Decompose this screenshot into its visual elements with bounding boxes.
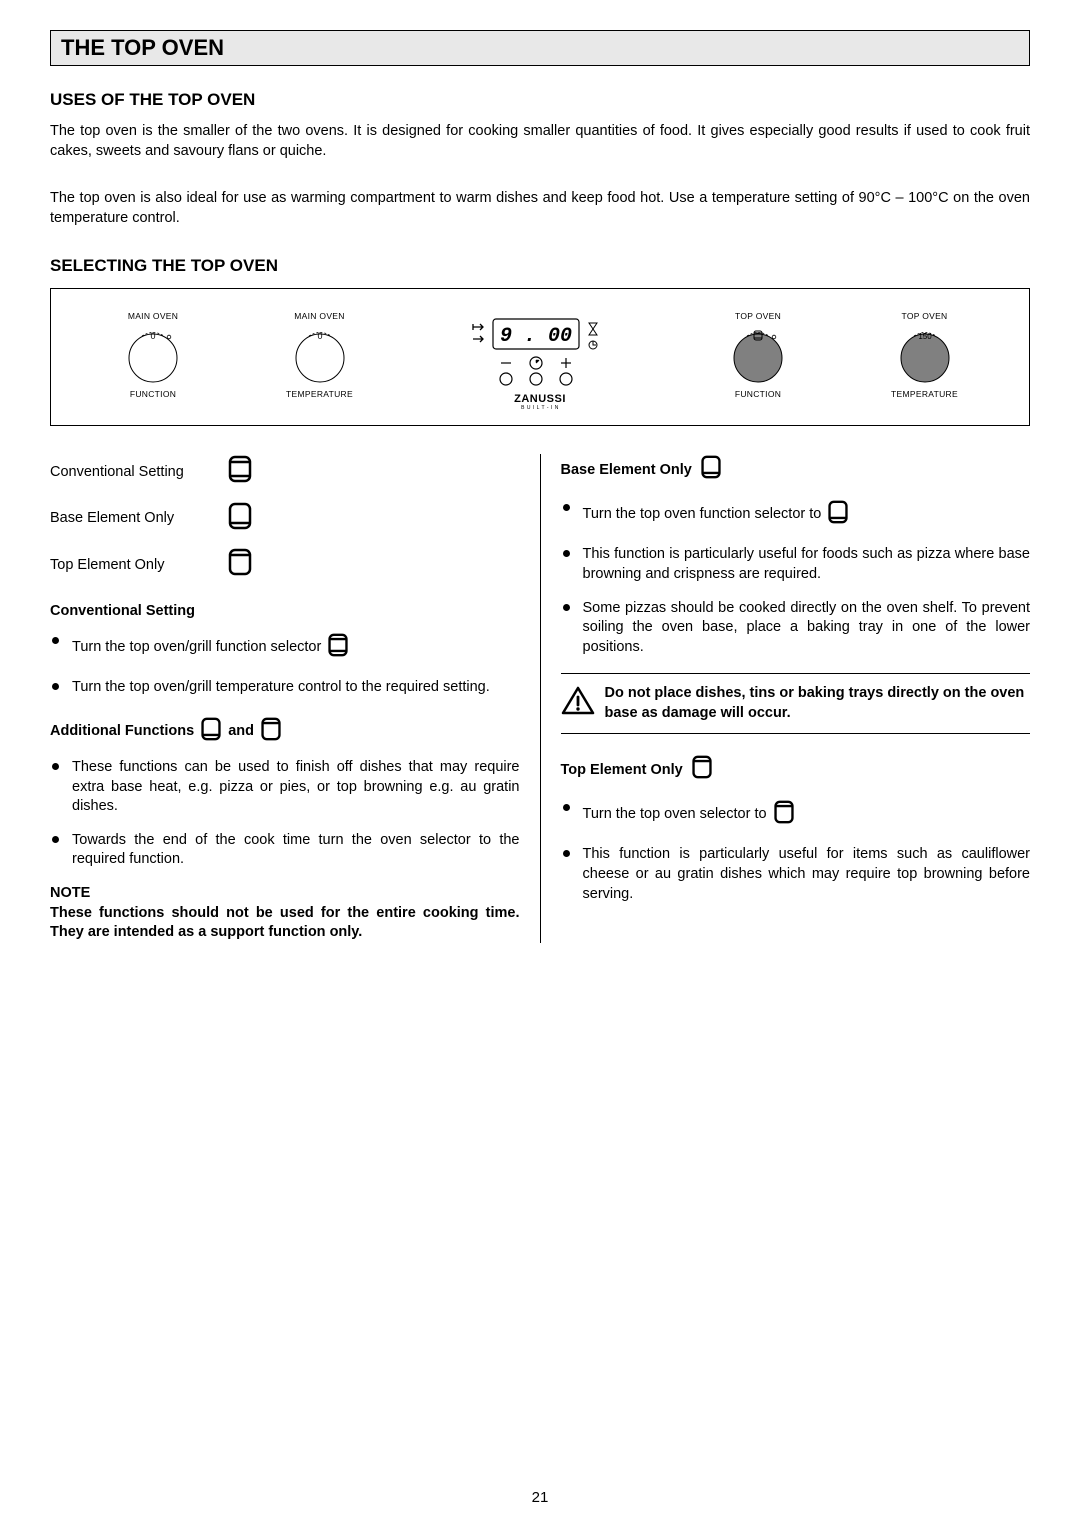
row-base-only: Base Element Only	[50, 501, 520, 538]
top-element-icon	[227, 547, 253, 584]
top-element-icon	[691, 754, 713, 787]
base-element-heading: Base Element Only	[561, 454, 1031, 487]
warning-callout: Do not place dishes, tins or baking tray…	[561, 673, 1031, 734]
note-block: NOTE These functions should not be used …	[50, 884, 520, 943]
right-bullet-1: Turn the top oven function selector to	[561, 499, 1031, 532]
main-oven-temperature-dial: MAIN OVEN 0 TEMPERATURE	[286, 311, 353, 399]
left-bullet-2: Turn the top oven/grill temperature cont…	[50, 678, 520, 698]
clock-display: 9 . 00 ZANUSSI B U I L T - I N	[455, 317, 625, 411]
intro-paragraph-2: The top oven is also ideal for use as wa…	[50, 189, 1030, 228]
dial-icon: 0	[289, 323, 351, 385]
base-element-icon	[700, 454, 722, 487]
two-column-content: Conventional Setting Base Element Only T…	[50, 454, 1030, 942]
left-column: Conventional Setting Base Element Only T…	[50, 454, 540, 942]
right-column: Base Element Only Turn the top oven func…	[540, 454, 1031, 942]
top-element-icon	[260, 716, 282, 749]
conventional-subheading: Conventional Setting	[50, 602, 520, 622]
left-bullet-1: Turn the top oven/grill function selecto…	[50, 632, 520, 665]
right-bullet-4: Turn the top oven selector to	[561, 799, 1031, 832]
selecting-heading: SELECTING THE TOP OVEN	[50, 256, 1030, 276]
page-number: 21	[0, 1489, 1080, 1506]
svg-text:9 . 00: 9 . 00	[500, 325, 572, 348]
section-title: THE TOP OVEN	[61, 35, 1019, 61]
dial-icon: 150	[894, 323, 956, 385]
svg-text:0: 0	[317, 331, 322, 341]
intro-paragraph-1: The top oven is the smaller of the two o…	[50, 122, 1030, 161]
conventional-icon	[327, 632, 349, 665]
right-bullet-2: This function is particularly useful for…	[561, 545, 1031, 584]
row-top-only: Top Element Only	[50, 547, 520, 584]
uses-heading: USES OF THE TOP OVEN	[50, 90, 1030, 110]
control-panel-diagram: MAIN OVEN 0 FUNCTION MAIN OVEN 0 TEMPERA…	[50, 288, 1030, 426]
right-bullet-5: This function is particularly useful for…	[561, 845, 1031, 904]
top-element-icon	[773, 799, 795, 832]
right-bullet-3: Some pizzas should be cooked directly on…	[561, 599, 1031, 658]
left-bullet-3: These functions can be used to finish of…	[50, 758, 520, 817]
top-element-heading: Top Element Only	[561, 754, 1031, 787]
svg-text:0: 0	[151, 331, 156, 341]
dial-icon: 0	[122, 323, 184, 385]
additional-functions-heading: Additional Functions and	[50, 716, 520, 749]
base-element-icon	[227, 501, 253, 538]
top-oven-function-dial: TOP OVEN FUNCTION	[727, 311, 789, 399]
base-element-icon	[827, 499, 849, 532]
left-bullet-4: Towards the end of the cook time turn th…	[50, 831, 520, 870]
base-element-icon	[200, 716, 222, 749]
top-oven-temperature-dial: TOP OVEN 150 TEMPERATURE	[891, 311, 958, 399]
svg-text:150: 150	[918, 332, 932, 341]
row-conventional: Conventional Setting	[50, 454, 520, 491]
conventional-icon	[227, 454, 253, 491]
warning-icon	[561, 686, 595, 723]
section-title-bar: THE TOP OVEN	[50, 30, 1030, 66]
dial-icon	[727, 323, 789, 385]
main-oven-function-dial: MAIN OVEN 0 FUNCTION	[122, 311, 184, 399]
